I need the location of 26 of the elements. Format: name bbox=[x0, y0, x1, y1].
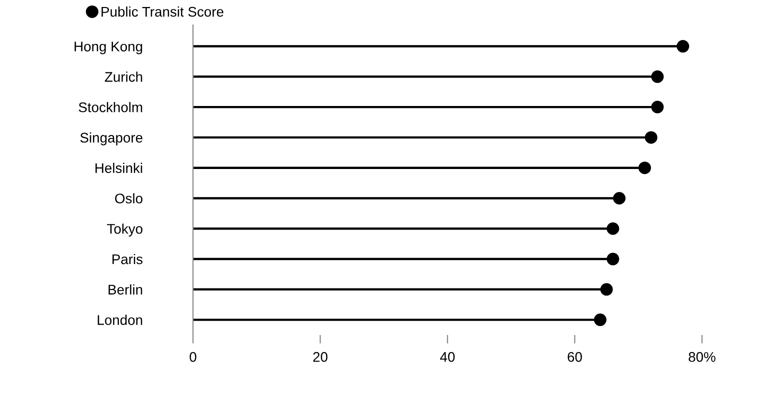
point bbox=[606, 252, 620, 266]
y-tick-label: Tokyo bbox=[107, 224, 142, 237]
point bbox=[651, 100, 664, 114]
y-tick-label: Berlin bbox=[108, 284, 142, 295]
x-tick-label: 60 bbox=[568, 352, 582, 362]
point bbox=[676, 40, 690, 53]
x-tick-label: 40 bbox=[440, 352, 455, 362]
y-tick-label: Stockholm bbox=[78, 102, 142, 112]
point bbox=[638, 162, 651, 174]
x-tick-label: 0 bbox=[190, 352, 196, 362]
point bbox=[613, 192, 626, 204]
point bbox=[606, 222, 620, 235]
point bbox=[600, 283, 613, 296]
y-tick-label: Singapore bbox=[80, 132, 142, 146]
y-tick-label: London bbox=[98, 314, 142, 325]
y-tick-label: Paris bbox=[112, 254, 142, 264]
point bbox=[644, 131, 658, 144]
legend-label: Public Transit Score bbox=[102, 6, 224, 17]
y-tick-label: Zurich bbox=[104, 72, 142, 82]
point bbox=[594, 314, 606, 326]
y-tick-label: Oslo bbox=[115, 193, 142, 204]
y-tick-label: Hong Kong bbox=[74, 42, 142, 54]
point bbox=[651, 70, 664, 83]
x-tick-label: 80% bbox=[688, 352, 716, 362]
y-tick-label: Helsinki bbox=[96, 162, 142, 174]
x-tick-label: 20 bbox=[313, 352, 328, 362]
